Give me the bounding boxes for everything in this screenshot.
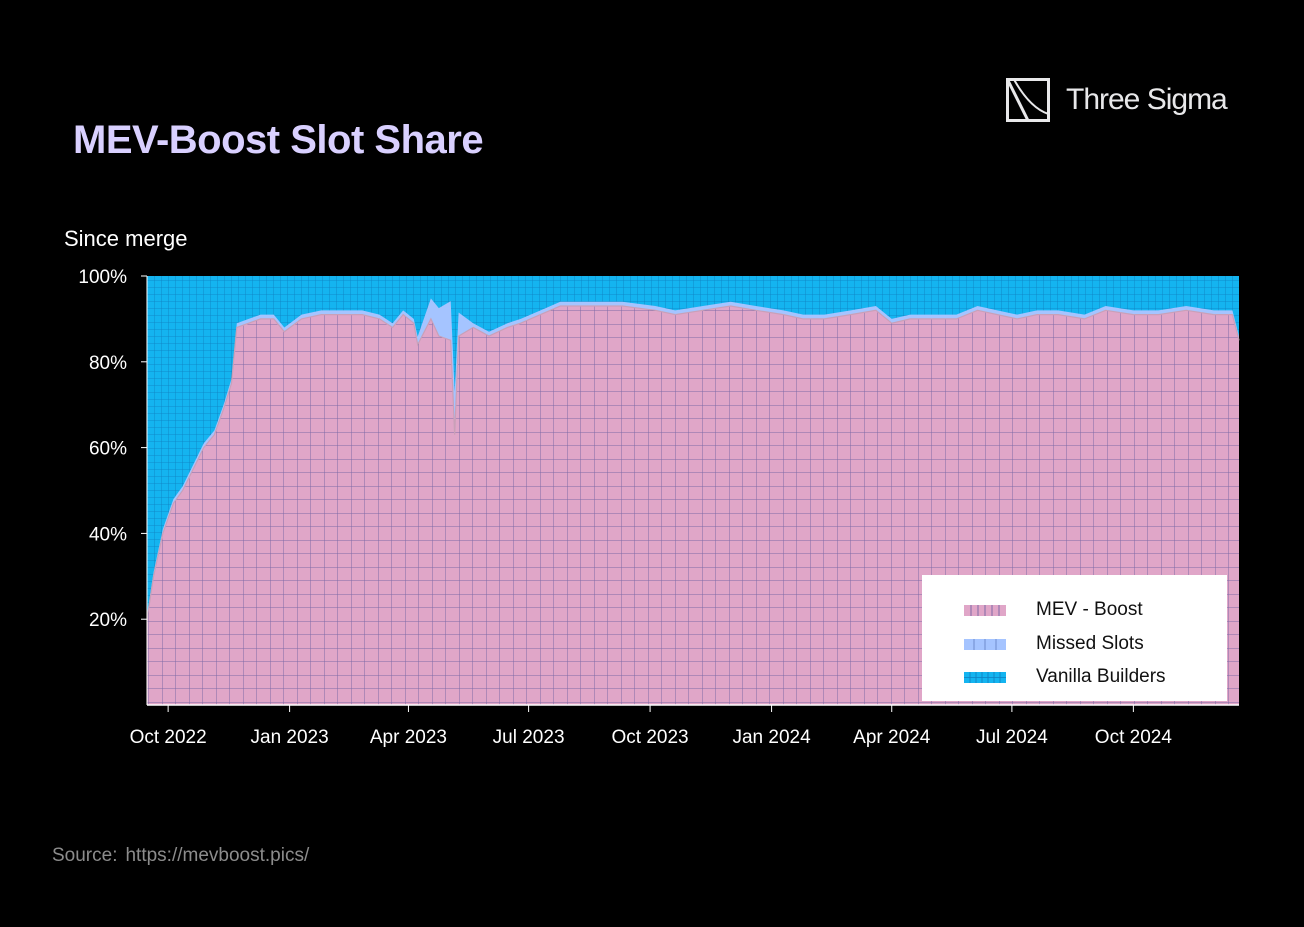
legend-label-missed-slots: Missed Slots bbox=[1036, 633, 1144, 654]
x-tick-label: Oct 2022 bbox=[130, 727, 207, 748]
x-tick-label: Jul 2023 bbox=[493, 727, 565, 748]
chart-title: MEV-Boost Slot Share bbox=[73, 118, 484, 162]
legend-label-mev-boost: MEV - Boost bbox=[1036, 599, 1143, 620]
x-tick-label: Oct 2024 bbox=[1095, 727, 1173, 748]
brand-name: Three Sigma bbox=[1066, 83, 1228, 116]
source-note: Source: https://mevboost.pics/ bbox=[52, 845, 317, 867]
legend-item-missed-slots: Missed Slots bbox=[922, 631, 1227, 657]
legend-label-vanilla-builders: Vanilla Builders bbox=[1036, 666, 1166, 687]
y-tick-label: 100% bbox=[78, 267, 127, 288]
missed-slots-swatch bbox=[964, 638, 1006, 650]
x-tick-label: Jan 2024 bbox=[732, 727, 811, 748]
x-tick-label: Apr 2023 bbox=[370, 727, 447, 748]
x-tick-label: Oct 2023 bbox=[612, 727, 689, 748]
x-tick-label: Jan 2023 bbox=[251, 727, 329, 748]
y-tick-label: 20% bbox=[89, 610, 127, 631]
mev-boost-swatch bbox=[964, 604, 1006, 616]
x-tick-label: Jul 2024 bbox=[976, 727, 1048, 748]
y-tick-label: 80% bbox=[89, 353, 127, 374]
legend-item-vanilla-builders: Vanilla Builders bbox=[922, 664, 1227, 690]
mev-boost-line bbox=[146, 305, 1240, 620]
brand: Three Sigma bbox=[1006, 77, 1228, 123]
chart-subtitle: Since merge bbox=[64, 226, 188, 251]
legend-item-mev-boost: MEV - Boost bbox=[922, 597, 1227, 623]
three-sigma-logo-icon bbox=[1006, 78, 1050, 122]
y-tick-label: 40% bbox=[89, 524, 127, 545]
source-url: https://mevboost.pics/ bbox=[125, 845, 310, 866]
legend: MEV - Boost Missed Slots Vanilla Builder… bbox=[922, 575, 1227, 701]
vanilla-builders-swatch bbox=[964, 671, 1006, 683]
y-tick-label: 60% bbox=[89, 439, 127, 460]
source-label: Source: bbox=[52, 845, 118, 866]
x-tick-label: Apr 2024 bbox=[853, 727, 931, 748]
